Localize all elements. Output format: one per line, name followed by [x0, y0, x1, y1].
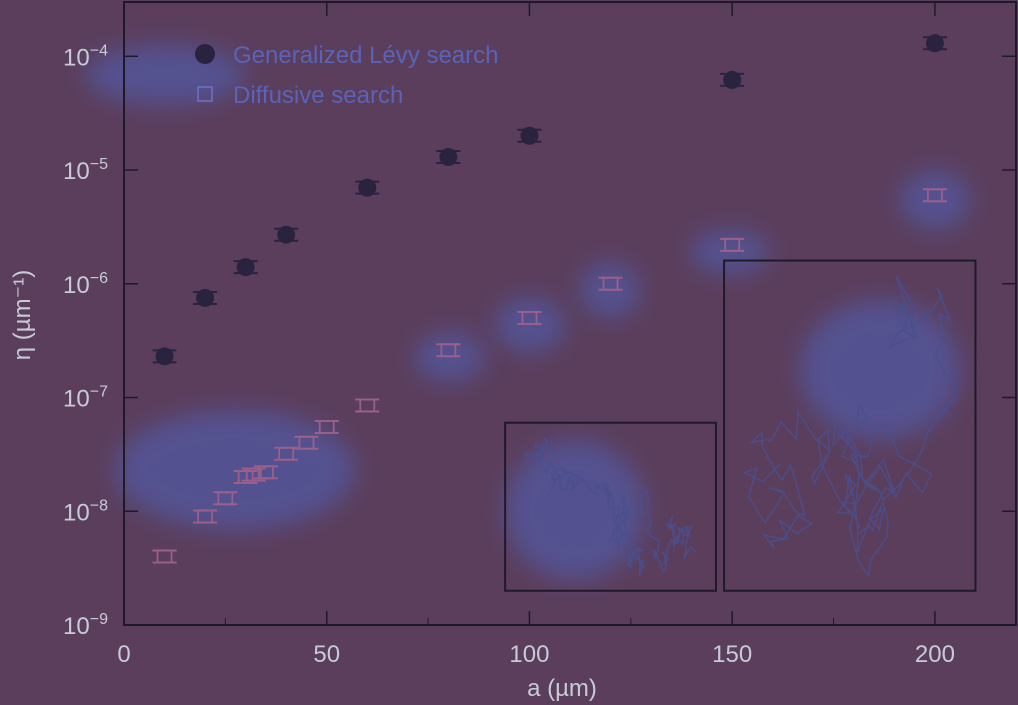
- marker-circle: [155, 347, 174, 366]
- y-tick-label: 10−9: [63, 611, 108, 640]
- point-diffusive: [922, 188, 947, 203]
- legend: Generalized Lévy search Diffusive search: [195, 42, 498, 109]
- marker-square: [278, 446, 295, 461]
- marker-square: [237, 470, 254, 484]
- highlight-blob: [690, 230, 770, 274]
- inset-trajectory: [523, 437, 697, 576]
- series-levy: [152, 34, 947, 366]
- marker-circle: [277, 225, 296, 244]
- x-tick-label: 200: [915, 641, 955, 668]
- y-axis-label: η (µm⁻¹): [9, 270, 36, 360]
- point-diffusive: [241, 467, 266, 482]
- point-diffusive: [314, 420, 339, 435]
- point-diffusive: [233, 470, 258, 485]
- marker-square: [359, 398, 376, 413]
- highlight-blob: [900, 170, 970, 230]
- x-tick-label: 150: [712, 641, 752, 668]
- point-levy: [274, 225, 299, 244]
- point-levy: [922, 34, 947, 53]
- inset-layer: [504, 259, 977, 592]
- inset-frame: [723, 259, 977, 592]
- x-tick-label: 50: [313, 641, 340, 668]
- point-levy: [233, 258, 258, 277]
- marker-square: [245, 467, 262, 482]
- point-diffusive: [294, 435, 319, 450]
- marker-square: [156, 549, 173, 564]
- legend-label-diffusive: Diffusive search: [233, 82, 403, 109]
- point-levy: [193, 288, 218, 307]
- legend-marker-levy: [195, 44, 215, 64]
- series-diffusive: [152, 188, 947, 564]
- point-diffusive: [253, 465, 278, 480]
- marker-square: [602, 276, 619, 291]
- highlight-blob: [800, 300, 960, 440]
- marker-circle: [439, 148, 458, 167]
- marker-square: [724, 237, 741, 252]
- point-diffusive: [517, 311, 542, 326]
- highlight-blob: [115, 410, 355, 530]
- marker-square: [927, 188, 943, 203]
- point-diffusive: [213, 491, 238, 506]
- plot-frame: [123, 1, 1017, 626]
- marker-square: [298, 435, 315, 450]
- marker-square: [197, 509, 213, 524]
- marker-square: [440, 343, 457, 358]
- point-levy: [720, 70, 745, 89]
- y-tick-label: 10−6: [63, 270, 108, 299]
- legend-marker-diffusive: [197, 86, 213, 102]
- marker-square: [217, 491, 234, 506]
- marker-circle: [723, 70, 742, 89]
- marker-circle: [236, 258, 255, 277]
- point-diffusive: [355, 398, 380, 413]
- y-tick-label: 10−8: [63, 497, 108, 526]
- marker-circle: [925, 34, 944, 53]
- marker-square: [318, 420, 335, 434]
- point-diffusive: [598, 276, 623, 291]
- point-levy: [152, 347, 177, 366]
- point-diffusive: [193, 509, 218, 524]
- inset-frame: [504, 421, 717, 592]
- point-diffusive: [152, 549, 177, 564]
- highlight-blob: [505, 440, 645, 580]
- x-axis-label: a (µm): [527, 675, 597, 702]
- point-levy: [517, 126, 542, 145]
- y-tick-label: 10−4: [63, 42, 108, 71]
- inset-trajectory: [742, 275, 957, 578]
- x-tick-label: 0: [117, 641, 130, 668]
- legend-label-levy: Generalized Lévy search: [233, 42, 498, 69]
- marker-square: [521, 311, 538, 325]
- marker-circle: [358, 178, 377, 197]
- point-diffusive: [274, 446, 299, 461]
- x-tick-label: 100: [509, 641, 549, 668]
- highlight-blob: [85, 45, 245, 105]
- point-levy: [355, 178, 380, 197]
- marker-circle: [196, 288, 215, 307]
- y-tick-label: 10−5: [63, 156, 108, 185]
- marker-square: [258, 465, 274, 480]
- axes: 0 50 100 150 200 10−9 10−8 10−7 10−6 10−5 10−4: [63, 1, 1017, 668]
- attention-highlight-layer: [85, 45, 970, 580]
- marker-circle: [520, 126, 539, 145]
- point-diffusive: [436, 343, 461, 358]
- point-levy: [436, 148, 461, 167]
- y-tick-label: 10−7: [63, 384, 108, 413]
- point-diffusive: [720, 237, 745, 252]
